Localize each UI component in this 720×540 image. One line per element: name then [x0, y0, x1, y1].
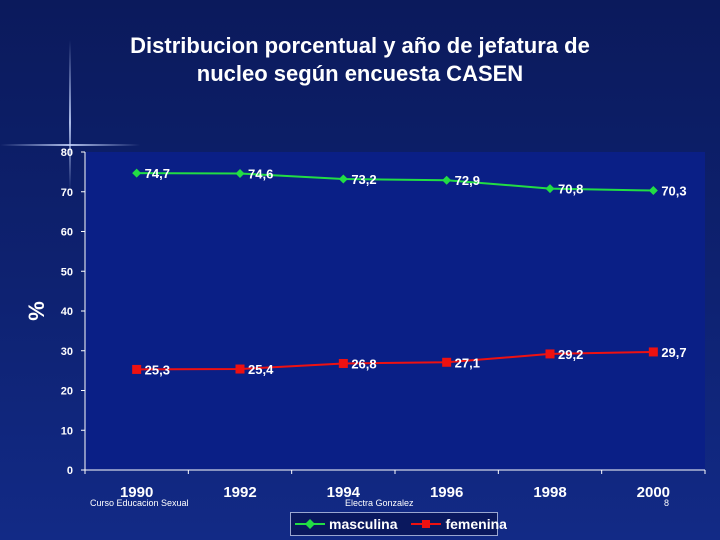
data-label-masculina: 70,8: [558, 182, 583, 197]
footer-course: Curso Educacion Sexual: [90, 498, 189, 508]
y-tick-label: 10: [61, 425, 73, 437]
series-line-masculina: [136, 172, 654, 192]
data-label-femenina: 29,2: [558, 347, 583, 362]
data-label-femenina: 26,8: [351, 356, 376, 371]
y-tick-label: 30: [61, 346, 73, 358]
data-label-masculina: 73,2: [351, 172, 376, 187]
data-label-femenina: 25,4: [248, 362, 274, 377]
data-point-femenina: [338, 358, 348, 368]
footer-page-number: 8: [664, 498, 670, 508]
data-point-masculina: [132, 168, 142, 178]
x-tick-label: 1992: [223, 484, 256, 501]
legend-label-femenina: femenina: [445, 516, 507, 532]
data-point-femenina: [235, 364, 245, 374]
series-line-femenina: [136, 350, 654, 371]
data-point-masculina: [338, 174, 348, 184]
data-point-femenina: [132, 364, 142, 374]
data-point-femenina: [648, 347, 658, 357]
y-tick-label: 80: [61, 147, 73, 159]
data-point-femenina: [545, 349, 555, 359]
light-flare-horizontal: [0, 144, 140, 146]
light-flare-vertical: [69, 40, 71, 190]
data-point-masculina: [442, 175, 452, 185]
y-tick-label: 50: [61, 266, 73, 278]
plot-area: [85, 152, 705, 470]
footer-author: Electra Gonzalez: [345, 498, 414, 508]
x-tick-label: 1998: [533, 484, 566, 501]
y-tick-label: 20: [61, 386, 73, 398]
chart-title: Distribucion porcentual y año de jefatur…: [40, 32, 680, 88]
y-tick-label: 60: [61, 227, 73, 239]
data-label-masculina: 72,9: [455, 173, 480, 188]
data-point-femenina: [442, 357, 452, 367]
data-label-masculina: 70,3: [661, 184, 686, 199]
legend-label-masculina: masculina: [329, 516, 398, 532]
legend-square-icon: [411, 520, 442, 528]
x-tick-label: 1994: [327, 484, 361, 501]
legend-item-masculina: masculina: [295, 516, 397, 532]
data-point-masculina: [545, 184, 555, 194]
y-tick-label: 40: [61, 306, 73, 318]
chart-title-line-1: Distribucion porcentual y año de jefatur…: [130, 33, 590, 58]
legend-diamond-icon: [295, 519, 325, 529]
chart-legend: masculina femenina: [290, 512, 507, 536]
x-tick-label: 1990: [120, 484, 153, 501]
data-point-masculina: [648, 186, 658, 196]
chart-title-line-2: nucleo según encuesta CASEN: [196, 61, 524, 86]
data-label-femenina: 29,7: [661, 345, 686, 360]
data-label-masculina: 74,6: [248, 166, 273, 181]
y-tick-label: 0: [67, 465, 73, 477]
data-label-masculina: 74,7: [145, 166, 170, 181]
x-tick-label: 2000: [637, 484, 670, 501]
data-point-masculina: [235, 168, 245, 178]
data-label-femenina: 25,3: [145, 362, 170, 377]
y-tick-label: 70: [61, 187, 73, 199]
legend-item-femenina: femenina: [411, 516, 507, 532]
x-tick-label: 1996: [430, 484, 463, 501]
data-label-femenina: 27,1: [455, 355, 480, 370]
